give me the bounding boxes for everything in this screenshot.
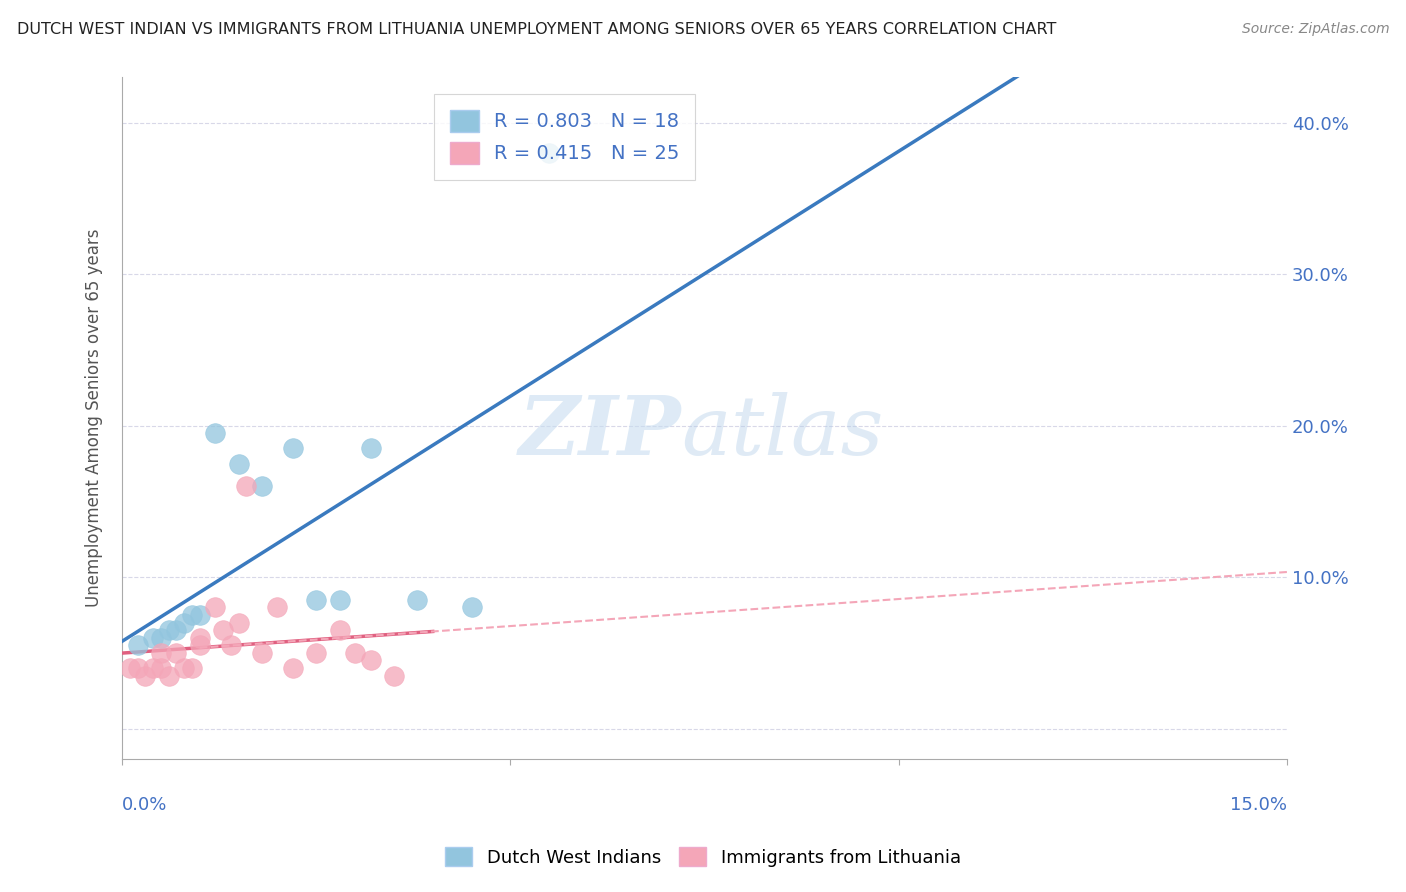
Point: [173, 661, 195, 675]
Point: [360, 653, 382, 667]
Point: [360, 442, 382, 456]
Point: [165, 623, 187, 637]
Point: [228, 615, 250, 630]
Point: [328, 623, 350, 637]
Point: [228, 457, 250, 471]
Point: [219, 638, 242, 652]
Legend: R = 0.803   N = 18, R = 0.415   N = 25: R = 0.803 N = 18, R = 0.415 N = 25: [434, 94, 696, 179]
Point: [118, 661, 141, 675]
Point: [188, 638, 211, 652]
Point: [165, 646, 187, 660]
Point: [181, 607, 204, 622]
Point: [538, 146, 561, 161]
Point: [344, 646, 367, 660]
Point: [305, 592, 328, 607]
Point: [173, 615, 195, 630]
Point: [212, 623, 235, 637]
Text: atlas: atlas: [682, 392, 883, 472]
Point: [181, 661, 204, 675]
Text: 0.0%: 0.0%: [122, 797, 167, 814]
Text: Source: ZipAtlas.com: Source: ZipAtlas.com: [1241, 22, 1389, 37]
Point: [460, 600, 482, 615]
Point: [204, 426, 226, 441]
Point: [127, 638, 149, 652]
Point: [406, 592, 429, 607]
Point: [250, 646, 273, 660]
Point: [281, 661, 304, 675]
Point: [188, 631, 211, 645]
Point: [328, 592, 350, 607]
Point: [157, 623, 180, 637]
Point: [250, 479, 273, 493]
Text: 15.0%: 15.0%: [1230, 797, 1286, 814]
Point: [142, 631, 165, 645]
Text: DUTCH WEST INDIAN VS IMMIGRANTS FROM LITHUANIA UNEMPLOYMENT AMONG SENIORS OVER 6: DUTCH WEST INDIAN VS IMMIGRANTS FROM LIT…: [17, 22, 1056, 37]
Legend: Dutch West Indians, Immigrants from Lithuania: Dutch West Indians, Immigrants from Lith…: [439, 840, 967, 874]
Point: [127, 661, 149, 675]
Point: [235, 479, 257, 493]
Text: ZIP: ZIP: [519, 392, 682, 472]
Point: [305, 646, 328, 660]
Point: [188, 607, 211, 622]
Point: [149, 661, 172, 675]
Point: [149, 631, 172, 645]
Point: [266, 600, 288, 615]
Point: [204, 600, 226, 615]
Y-axis label: Unemployment Among Seniors over 65 years: Unemployment Among Seniors over 65 years: [86, 229, 103, 607]
Point: [149, 646, 172, 660]
Point: [281, 442, 304, 456]
Point: [134, 668, 156, 682]
Point: [382, 668, 405, 682]
Point: [157, 668, 180, 682]
Point: [142, 661, 165, 675]
